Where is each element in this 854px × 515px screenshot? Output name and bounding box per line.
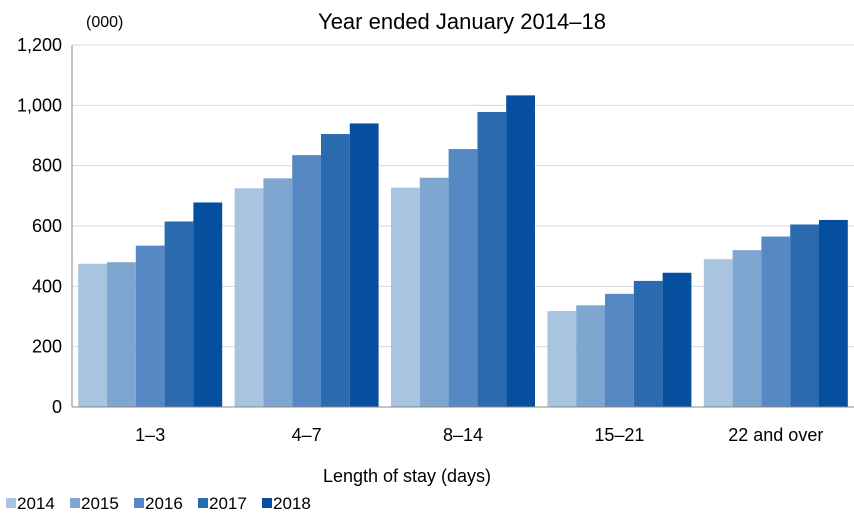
x-tick-label: 4–7: [292, 425, 322, 445]
bar-2017: [477, 111, 507, 407]
bar-2018: [349, 123, 379, 407]
x-tick-label: 22 and over: [728, 425, 823, 445]
x-tick-label: 15–21: [594, 425, 644, 445]
legend-swatch: [262, 498, 272, 508]
bar-2015: [576, 305, 605, 407]
legend-item-2014: 2014: [6, 494, 55, 513]
bar-2017: [633, 280, 663, 407]
legend-label: 2018: [273, 494, 311, 513]
bar-2018: [506, 95, 535, 408]
legend-swatch: [198, 498, 208, 508]
x-tick-label: 1–3: [135, 425, 165, 445]
y-tick-labels: 0 200 400 600 800 1,000 1,200: [17, 35, 62, 417]
y-tick-label: 600: [32, 216, 62, 236]
y-tick-label: 0: [52, 397, 62, 417]
legend-swatch: [134, 498, 144, 508]
bar-2017: [164, 221, 194, 407]
bar-2014: [391, 187, 420, 407]
x-tick-label: 8–14: [443, 425, 483, 445]
bar-2018: [662, 272, 692, 407]
x-axis-label: Length of stay (days): [323, 466, 491, 486]
bar-2014: [78, 263, 107, 407]
legend-label: 2016: [145, 494, 183, 513]
bar-2014: [703, 259, 733, 407]
legend-swatch: [6, 498, 16, 508]
legend: 2014 2015 2016 2017 2018: [6, 494, 311, 513]
y-tick-label: 800: [32, 156, 62, 176]
bar-2016: [448, 149, 478, 407]
x-tick-labels: 1–3 4–7 8–14 15–21 22 and over: [135, 425, 823, 445]
legend-item-2018: 2018: [262, 494, 311, 513]
bar-2016: [135, 245, 165, 407]
bar-2016: [761, 236, 791, 407]
bar-2014: [234, 188, 264, 407]
bar-2014: [547, 311, 577, 407]
chart-title: Year ended January 2014–18: [318, 9, 606, 34]
bars: [78, 95, 848, 408]
legend-item-2015: 2015: [70, 494, 119, 513]
bar-2015: [419, 177, 449, 407]
y-tick-label: 1,000: [17, 95, 62, 115]
bar-2016: [292, 155, 321, 407]
bar-2015: [732, 250, 762, 407]
bar-2015: [263, 178, 293, 407]
y-tick-label: 200: [32, 337, 62, 357]
bar-2018: [193, 202, 223, 407]
legend-label: 2017: [209, 494, 247, 513]
legend-item-2016: 2016: [134, 494, 183, 513]
legend-item-2017: 2017: [198, 494, 247, 513]
y-tick-label: 1,200: [17, 35, 62, 55]
bar-2017: [321, 133, 350, 407]
legend-label: 2014: [17, 494, 55, 513]
y-tick-label: 400: [32, 276, 62, 296]
bar-2018: [819, 219, 848, 407]
legend-swatch: [70, 498, 80, 508]
y-unit-label: (000): [86, 14, 123, 31]
bar-2015: [107, 262, 136, 407]
bar-2017: [790, 224, 819, 407]
bar-2016: [605, 293, 634, 407]
legend-label: 2015: [81, 494, 119, 513]
